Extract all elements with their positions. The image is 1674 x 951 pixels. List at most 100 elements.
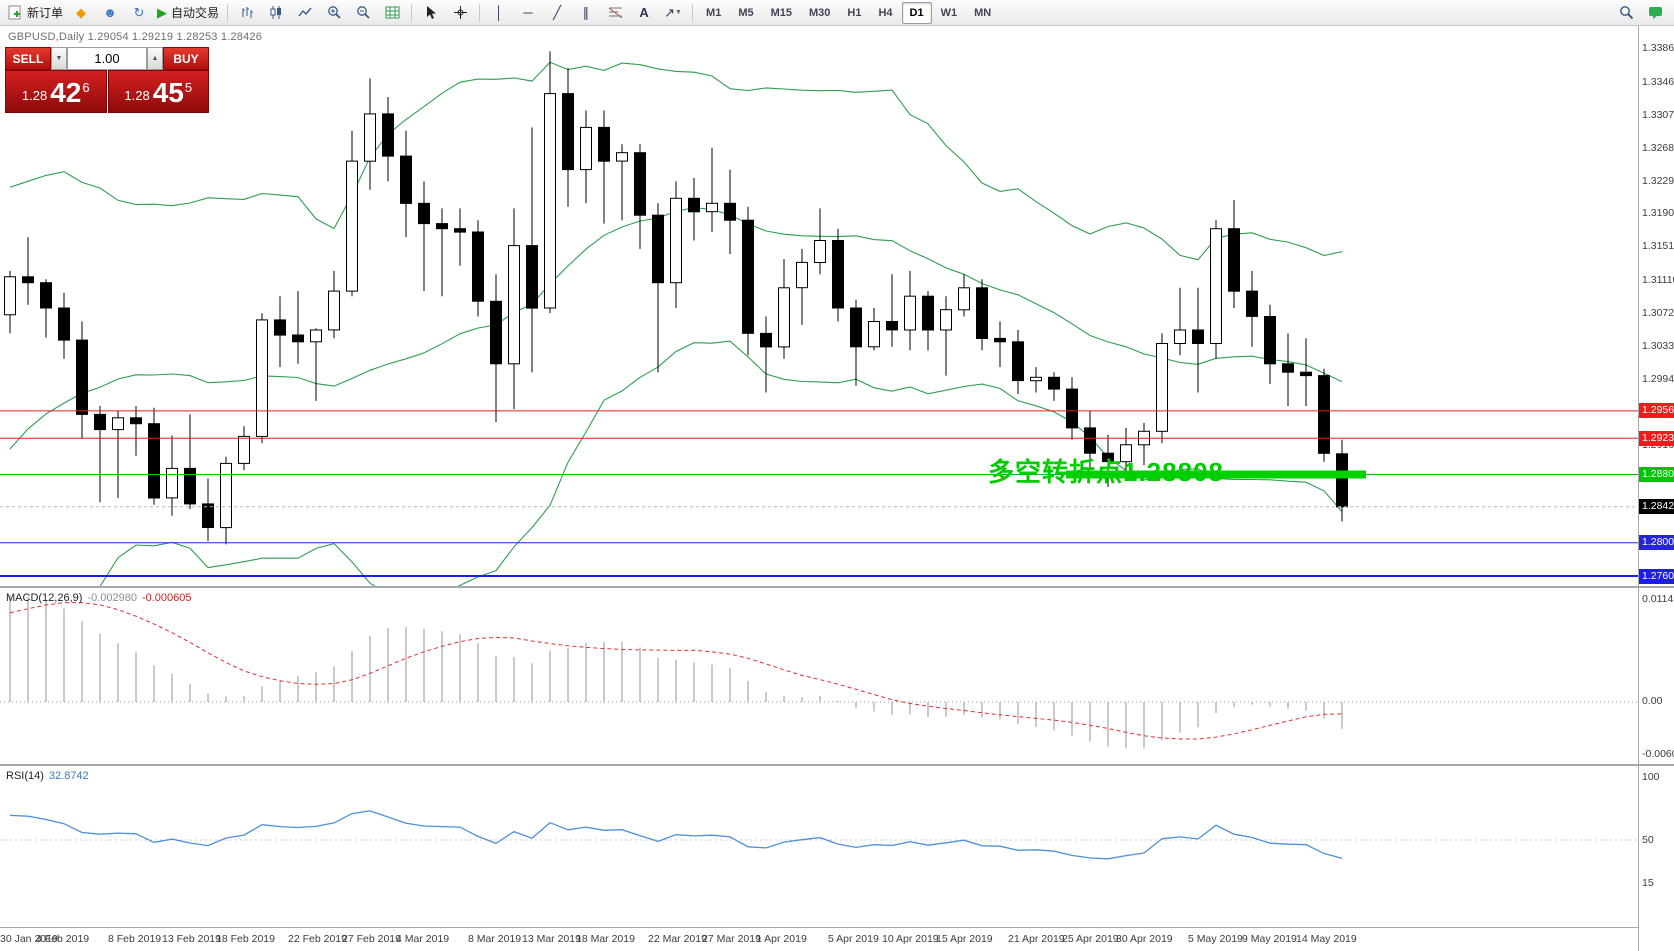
candlestick-mode-icon[interactable] [262, 2, 290, 24]
time-axis-label: 21 Apr 2019 [1008, 933, 1065, 945]
time-axis-label: 1 Apr 2019 [756, 933, 807, 945]
buy-button[interactable]: BUY [163, 47, 209, 70]
timeframe-m5[interactable]: M5 [738, 6, 754, 19]
time-axis-label: 5 May 2019 [1188, 933, 1243, 945]
trendline-tool-icon[interactable]: ╱ [553, 5, 561, 20]
crosshair-icon[interactable] [446, 2, 474, 24]
horizontal-line-tool-icon[interactable]: ─ [523, 5, 533, 20]
price-line-tag: 1.28808 [1639, 467, 1674, 482]
price-line-tag: 1.29238 [1639, 431, 1674, 446]
panel-divider[interactable] [0, 764, 1674, 766]
volume-input[interactable]: 1.00 [67, 47, 147, 70]
sell-button[interactable]: SELL [5, 47, 51, 70]
play-icon: ▶ [157, 5, 168, 20]
indicators-icon[interactable] [378, 2, 406, 24]
time-axis-label: 13 Mar 2019 [522, 933, 581, 945]
line-chart-mode-icon[interactable] [291, 2, 319, 24]
text-tool-icon[interactable]: A [639, 5, 649, 20]
one-click-trading-panel: SELL ▼ 1.00 ▲ BUY 1.28 42 6 1.28 45 5 [5, 47, 209, 113]
price-line-tag: 1.27606 [1639, 569, 1674, 584]
arrows-tool-icon[interactable]: ↗ ▼ [659, 2, 687, 24]
time-axis-label: 8 Mar 2019 [468, 933, 522, 945]
time-axis-label: 4 Feb 2019 [36, 933, 90, 945]
macd-value-signal: -0.000605 [141, 592, 192, 604]
price-axis-label: 1.33860 [1642, 42, 1674, 54]
dropdown-icon: ▼ [675, 9, 682, 16]
autotrade-button[interactable]: ▶ 自动交易 [154, 2, 222, 24]
time-axis-label: 27 Mar 2019 [702, 933, 761, 945]
sell-price-big: 42 [50, 77, 82, 108]
timeframe-h1[interactable]: H1 [847, 6, 862, 19]
price-axis-label: 1.31900 [1642, 207, 1674, 219]
time-axis-label: 27 Feb 2019 [342, 933, 401, 945]
indicator-axis-label: 0.011465 [1642, 593, 1674, 605]
bar-chart-mode-icon[interactable] [233, 2, 261, 24]
time-axis[interactable]: 30 Jan 2019 4 Feb 2019 8 Feb 2019 13 Feb 20… [0, 927, 1638, 951]
rsi-value: 32.8742 [48, 770, 89, 782]
fibonacci-tool-icon[interactable] [601, 2, 629, 24]
sell-price-button[interactable]: 1.28 42 6 [5, 70, 107, 113]
mql5-chat-icon[interactable] [1641, 2, 1669, 24]
toolbar-separator [227, 3, 229, 22]
price-axis-label: 1.32680 [1642, 142, 1674, 154]
vertical-line-tool-icon[interactable]: │ [494, 5, 504, 20]
current-price-tag: 1.28426 [1639, 499, 1674, 514]
cursor-icon[interactable] [417, 2, 445, 24]
community-icon[interactable]: ☻ [103, 5, 117, 20]
time-axis-label: 15 Apr 2019 [936, 933, 993, 945]
time-axis-label: 22 Mar 2019 [648, 933, 707, 945]
price-axis-label: 1.31110 [1642, 274, 1674, 286]
timeframe-h4[interactable]: H4 [878, 6, 893, 19]
indicator-axis-label: 0.00 [1642, 695, 1663, 707]
price-axis-label: 1.32290 [1642, 175, 1674, 187]
buy-price-big: 45 [152, 77, 184, 108]
price-axis-label: 1.31510 [1642, 240, 1674, 252]
search-icon[interactable] [1612, 2, 1640, 24]
timeframe-m1[interactable]: M1 [706, 6, 722, 19]
buy-price-sup: 5 [184, 80, 193, 95]
buy-price-button[interactable]: 1.28 45 5 [107, 70, 209, 113]
time-axis-label: 10 Apr 2019 [882, 933, 939, 945]
refresh-icon[interactable]: ↻ [133, 5, 145, 20]
price-axis[interactable]: 1.33860 1.33460 1.33070 1.32680 1.32290 1.319… [1638, 26, 1674, 951]
zoom-out-icon[interactable] [349, 2, 377, 24]
volume-decrease-button[interactable]: ▼ [51, 47, 67, 70]
rsi-name: RSI(14) [6, 770, 44, 782]
time-axis-label: 14 May 2019 [1296, 933, 1357, 945]
macd-name: MACD(12,26,9) [6, 592, 83, 604]
indicator-axis-label: -0.006031 [1642, 748, 1674, 760]
new-order-label: 新订单 [27, 6, 64, 20]
time-axis-label: 13 Feb 2019 [162, 933, 221, 945]
sell-price-sup: 6 [82, 80, 90, 95]
price-axis-label: 1.29940 [1642, 373, 1674, 385]
indicator-axis-label: 100 [1642, 771, 1660, 783]
time-axis-label: 9 May 2019 [1242, 933, 1297, 945]
new-order-button[interactable]: 新订单 [5, 2, 66, 24]
volume-increase-button[interactable]: ▲ [147, 47, 163, 70]
pivot-annotation: 多空转折点1.28808 [988, 457, 1224, 487]
timeframe-w1[interactable]: W1 [940, 6, 958, 19]
timeframe-mn[interactable]: MN [974, 6, 992, 19]
timeframe-m30[interactable]: M30 [809, 6, 831, 19]
mql5-market-icon[interactable]: ◆ [76, 5, 87, 20]
indicator-axis-label: 50 [1642, 834, 1654, 846]
price-axis-label: 1.33070 [1642, 109, 1674, 121]
rsi-indicator-label: RSI(14) 32.8742 [6, 770, 89, 782]
timeframe-d1[interactable]: D1 [901, 1, 932, 24]
indicator-axis-label: 15 [1642, 877, 1654, 889]
time-axis-label: 22 Feb 2019 [288, 933, 347, 945]
panel-divider[interactable] [0, 586, 1674, 588]
toolbar-separator [479, 3, 481, 22]
symbol-ohlc-label: GBPUSD,Daily 1.29054 1.29219 1.28253 1.2… [8, 31, 263, 43]
time-axis-label: 25 Apr 2019 [1062, 933, 1119, 945]
timeframe-m15[interactable]: M15 [770, 6, 792, 19]
channel-tool-icon[interactable]: ∥ [582, 5, 590, 20]
time-axis-label: 4 Mar 2019 [396, 933, 450, 945]
buy-price-prefix: 1.28 [124, 88, 150, 103]
autotrade-label: 自动交易 [171, 6, 220, 20]
zoom-in-icon[interactable] [320, 2, 348, 24]
new-order-icon [8, 5, 21, 20]
